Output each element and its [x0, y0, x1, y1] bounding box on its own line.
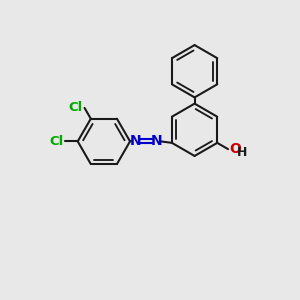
Text: Cl: Cl — [49, 135, 63, 148]
Text: N: N — [129, 134, 141, 148]
Text: H: H — [237, 146, 247, 159]
Text: Cl: Cl — [68, 101, 83, 114]
Text: N: N — [151, 134, 162, 148]
Text: O: O — [229, 142, 241, 156]
